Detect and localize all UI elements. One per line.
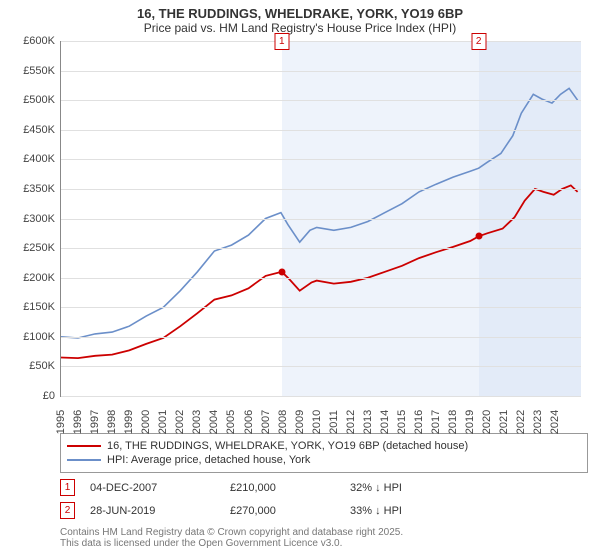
legend-swatch-price: [67, 445, 101, 447]
x-tick-label: 2018: [447, 410, 459, 434]
x-tick-label: 2020: [481, 410, 493, 434]
x-tick-label: 2009: [294, 410, 306, 434]
y-tick-label: £300K: [5, 213, 55, 225]
x-tick-label: 2003: [191, 410, 203, 434]
x-tick-label: 2004: [208, 410, 220, 434]
x-tick-label: 2012: [345, 410, 357, 434]
x-tick-label: 2000: [140, 410, 152, 434]
dp-delta-1: 32% ↓ HPI: [350, 482, 500, 494]
x-tick-label: 2001: [157, 410, 169, 434]
x-tick-label: 2005: [225, 410, 237, 434]
x-tick-label: 2006: [243, 410, 255, 434]
x-tick-label: 2010: [311, 410, 323, 434]
x-tick-label: 2015: [396, 410, 408, 434]
chart-titles: 16, THE RUDDINGS, WHELDRAKE, YORK, YO19 …: [0, 0, 600, 35]
x-tick-label: 2019: [464, 410, 476, 434]
legend-label-hpi: HPI: Average price, detached house, York: [107, 454, 310, 466]
x-tick-label: 2021: [498, 410, 510, 434]
legend-label-price: 16, THE RUDDINGS, WHELDRAKE, YORK, YO19 …: [107, 440, 468, 452]
x-tick-label: 2023: [532, 410, 544, 434]
y-tick-label: £350K: [5, 183, 55, 195]
dp-price-2: £270,000: [230, 505, 350, 517]
chart-marker: 1: [274, 33, 289, 50]
x-tick-label: 2024: [549, 410, 561, 434]
x-tick-label: 1996: [72, 410, 84, 434]
footer-line1: Contains HM Land Registry data © Crown c…: [60, 527, 588, 538]
legend-swatch-hpi: [67, 459, 101, 461]
x-tick-label: 2016: [413, 410, 425, 434]
x-tick-label: 1997: [89, 410, 101, 434]
legend-row-price: 16, THE RUDDINGS, WHELDRAKE, YORK, YO19 …: [67, 440, 581, 452]
y-tick-label: £400K: [5, 153, 55, 165]
y-tick-label: £600K: [5, 35, 55, 47]
y-tick-label: £250K: [5, 242, 55, 254]
y-tick-label: £500K: [5, 94, 55, 106]
chart-marker: 2: [471, 33, 486, 50]
x-tick-label: 2011: [328, 410, 340, 434]
y-tick-label: £550K: [5, 65, 55, 77]
y-tick-label: £100K: [5, 331, 55, 343]
x-tick-label: 2014: [379, 410, 391, 434]
sale-dot: [278, 268, 285, 275]
x-tick-label: 1998: [106, 410, 118, 434]
dp-marker-1: 1: [60, 479, 75, 496]
legend-row-hpi: HPI: Average price, detached house, York: [67, 454, 581, 466]
sale-dot: [475, 233, 482, 240]
dp-marker-2: 2: [60, 502, 75, 519]
line-chart: £0£50K£100K£150K£200K£250K£300K£350K£400…: [60, 41, 581, 397]
y-tick-label: £50K: [5, 360, 55, 372]
dp-delta-2: 33% ↓ HPI: [350, 505, 500, 517]
x-tick-label: 2017: [430, 410, 442, 434]
dp-date-1: 04-DEC-2007: [90, 482, 230, 494]
x-tick-label: 1995: [55, 410, 67, 434]
datapoints-table: 1 04-DEC-2007 £210,000 32% ↓ HPI 2 28-JU…: [60, 479, 588, 519]
y-tick-label: £0: [5, 390, 55, 402]
x-tick-label: 1999: [123, 410, 135, 434]
y-tick-label: £150K: [5, 301, 55, 313]
x-tick-label: 2013: [362, 410, 374, 434]
title-address: 16, THE RUDDINGS, WHELDRAKE, YORK, YO19 …: [0, 6, 600, 21]
title-subtitle: Price paid vs. HM Land Registry's House …: [0, 21, 600, 35]
dp-price-1: £210,000: [230, 482, 350, 494]
x-tick-label: 2022: [515, 410, 527, 434]
x-tick-label: 2002: [174, 410, 186, 434]
y-tick-label: £200K: [5, 272, 55, 284]
x-tick-label: 2007: [260, 410, 272, 434]
dp-date-2: 28-JUN-2019: [90, 505, 230, 517]
x-tick-label: 2008: [277, 410, 289, 434]
y-tick-label: £450K: [5, 124, 55, 136]
footer-line2: This data is licensed under the Open Gov…: [60, 538, 588, 549]
legend: 16, THE RUDDINGS, WHELDRAKE, YORK, YO19 …: [60, 433, 588, 473]
attribution: Contains HM Land Registry data © Crown c…: [60, 527, 588, 549]
